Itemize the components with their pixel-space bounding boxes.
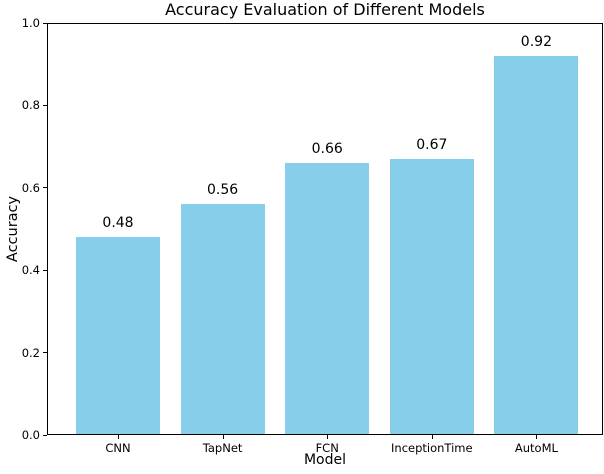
y-tick-mark — [43, 269, 47, 271]
y-tick-label: 0.6 — [21, 180, 40, 195]
bar-automl — [494, 55, 579, 434]
y-axis-label: Accuracy — [5, 195, 21, 263]
y-tick-label: 0.4 — [21, 263, 40, 278]
plot-area — [47, 23, 603, 435]
y-tick-label: 0.0 — [21, 428, 40, 442]
x-tick-label: InceptionTime — [391, 441, 473, 455]
bar-value-label: 0.67 — [416, 136, 448, 153]
x-tick-mark — [327, 435, 329, 439]
x-tick-label: TapNet — [202, 441, 243, 455]
x-axis-label: Model — [303, 452, 347, 468]
y-tick-label: 0.2 — [21, 345, 40, 360]
bar-value-label: 0.92 — [520, 33, 552, 50]
x-tick-mark — [118, 435, 119, 439]
bar-cnn — [76, 237, 160, 434]
y-tick-mark — [43, 434, 47, 436]
bar-tapnet — [180, 204, 265, 434]
y-tick-mark — [43, 352, 47, 354]
y-tick-mark — [43, 104, 47, 106]
x-tick-mark — [222, 435, 224, 439]
bar-fcn — [285, 163, 370, 434]
bar-value-label: 0.56 — [207, 182, 239, 199]
x-tick-label: AutoML — [514, 441, 558, 455]
y-tick-label: 1.0 — [21, 16, 40, 30]
bar-inceptiontime — [389, 158, 474, 434]
x-tick-mark — [431, 435, 433, 439]
x-tick-label: CNN — [105, 441, 131, 455]
x-tick-label: FCN — [315, 441, 339, 455]
x-tick-mark — [536, 435, 538, 439]
y-tick-label: 0.8 — [21, 98, 40, 113]
bar-value-label: 0.66 — [311, 141, 343, 158]
y-tick-mark — [43, 187, 47, 189]
bar-value-label: 0.48 — [102, 215, 134, 232]
chart-title: Accuracy Evaluation of Different Models — [165, 0, 485, 19]
y-tick-mark — [43, 22, 47, 24]
